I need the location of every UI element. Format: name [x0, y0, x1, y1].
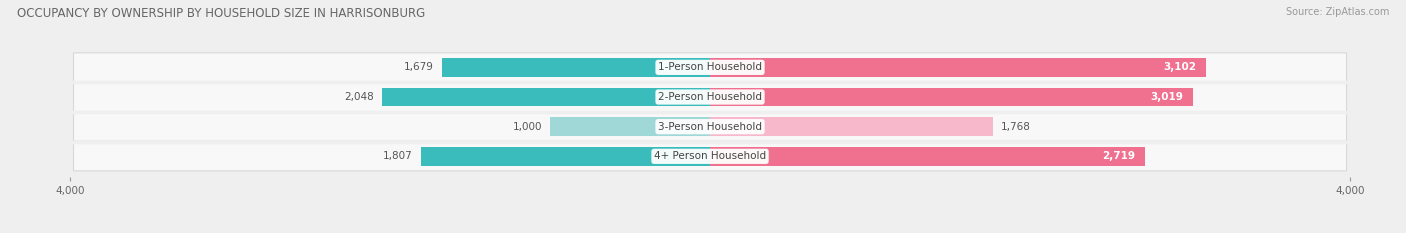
Text: 2,719: 2,719 — [1102, 151, 1135, 161]
Text: OCCUPANCY BY OWNERSHIP BY HOUSEHOLD SIZE IN HARRISONBURG: OCCUPANCY BY OWNERSHIP BY HOUSEHOLD SIZE… — [17, 7, 425, 20]
Text: Source: ZipAtlas.com: Source: ZipAtlas.com — [1285, 7, 1389, 17]
Text: 1,000: 1,000 — [513, 122, 543, 132]
Text: 1,768: 1,768 — [1001, 122, 1031, 132]
Text: 3-Person Household: 3-Person Household — [658, 122, 762, 132]
Bar — [441, 58, 710, 77]
Text: 1-Person Household: 1-Person Household — [658, 62, 762, 72]
FancyBboxPatch shape — [73, 112, 1347, 141]
Text: 1,807: 1,807 — [384, 151, 413, 161]
Text: 4+ Person Household: 4+ Person Household — [654, 151, 766, 161]
Bar — [550, 117, 710, 136]
Bar — [710, 117, 993, 136]
Bar — [420, 147, 710, 165]
FancyBboxPatch shape — [73, 53, 1347, 82]
Text: 1,679: 1,679 — [404, 62, 433, 72]
Text: 3,019: 3,019 — [1150, 92, 1184, 102]
Text: 3,102: 3,102 — [1164, 62, 1197, 72]
Text: 2-Person Household: 2-Person Household — [658, 92, 762, 102]
Bar — [382, 88, 710, 106]
FancyBboxPatch shape — [73, 142, 1347, 171]
Text: 2,048: 2,048 — [344, 92, 374, 102]
Bar — [710, 58, 1206, 77]
Bar — [710, 88, 1192, 106]
Bar — [710, 147, 1144, 165]
FancyBboxPatch shape — [73, 82, 1347, 112]
